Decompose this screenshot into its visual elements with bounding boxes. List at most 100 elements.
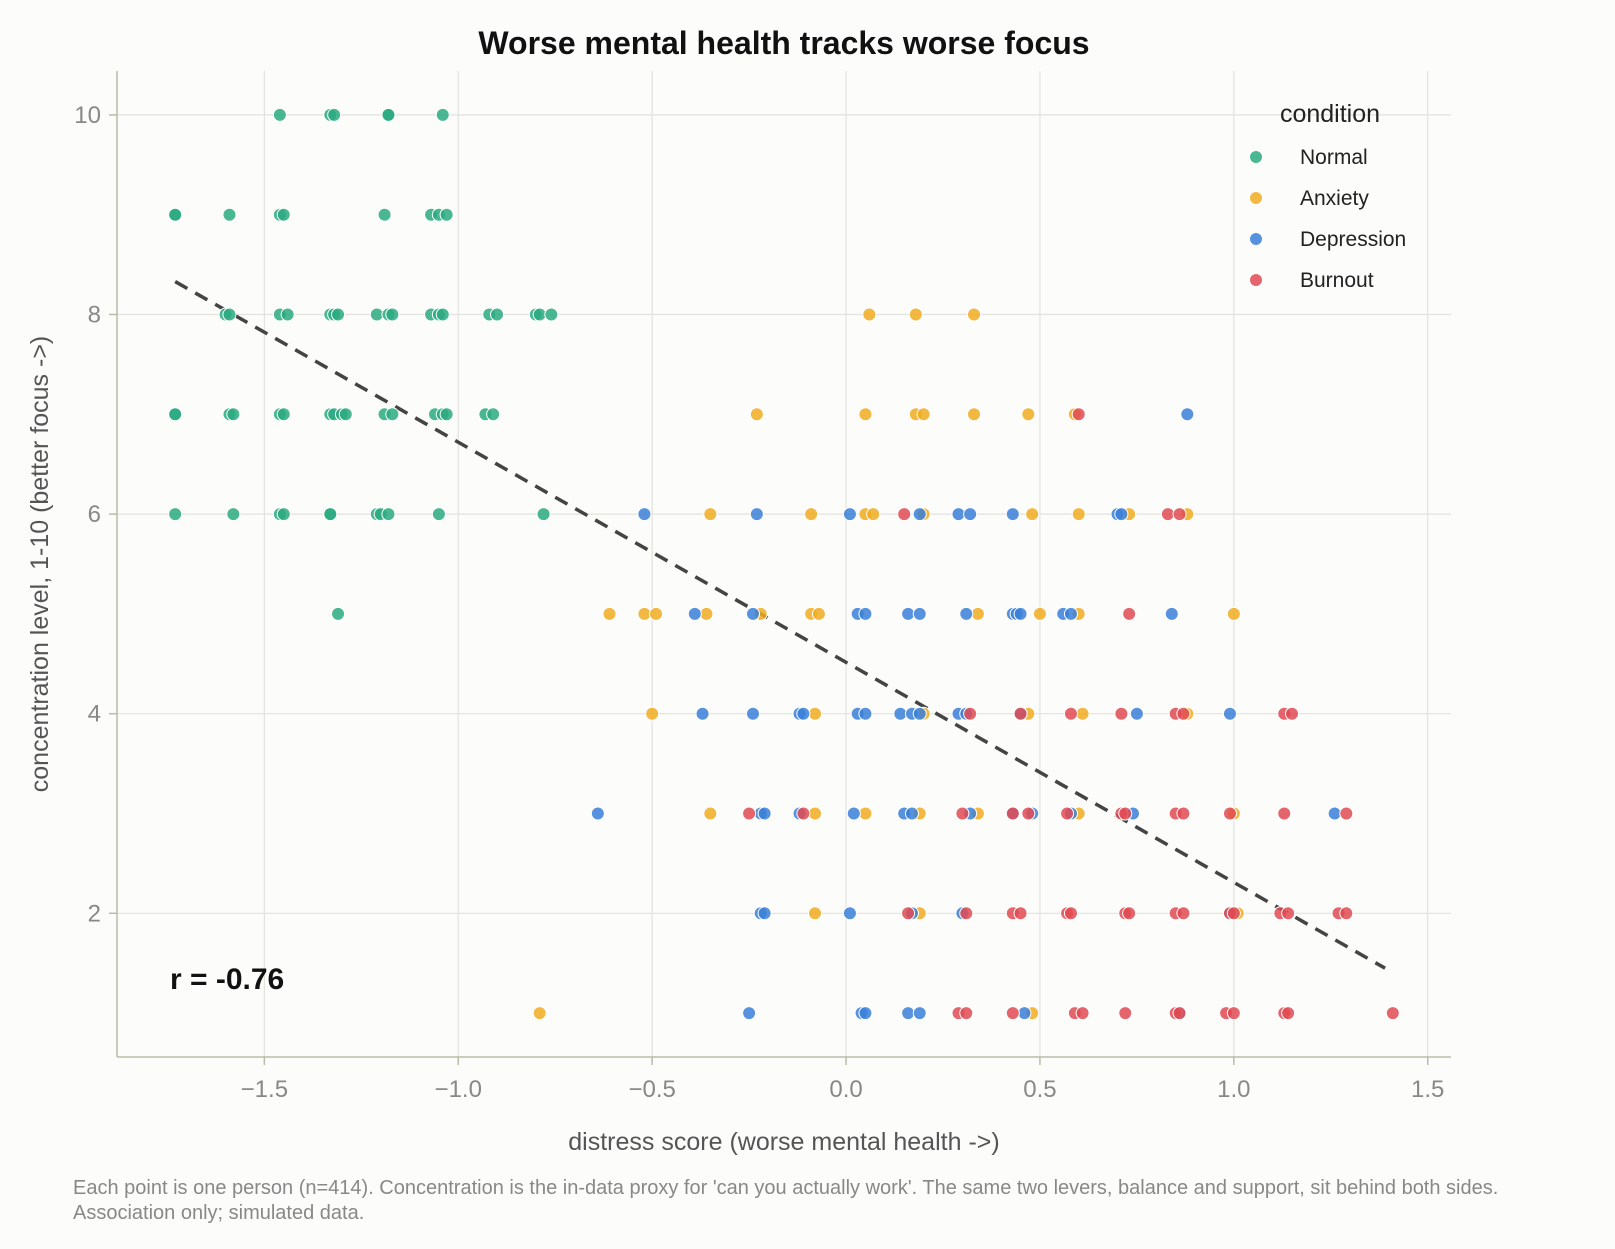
point-normal xyxy=(486,407,501,422)
point-burnout xyxy=(1226,906,1241,921)
point-anxiety xyxy=(749,407,764,422)
point-depression xyxy=(1005,507,1020,522)
point-anxiety xyxy=(1025,507,1040,522)
point-normal xyxy=(377,207,392,222)
legend-title: condition xyxy=(1280,100,1380,128)
trendline xyxy=(174,280,1386,970)
point-normal xyxy=(381,107,396,122)
point-anxiety xyxy=(908,307,923,322)
point-burnout xyxy=(1013,906,1028,921)
point-anxiety xyxy=(808,706,823,721)
point-normal xyxy=(369,307,384,322)
point-anxiety xyxy=(808,806,823,821)
point-burnout xyxy=(1118,806,1133,821)
point-depression xyxy=(1129,706,1144,721)
y-tick-label: 4 xyxy=(88,701,101,728)
point-burnout xyxy=(959,906,974,921)
point-anxiety xyxy=(858,407,873,422)
point-depression xyxy=(745,706,760,721)
point-burnout xyxy=(1281,906,1296,921)
point-normal xyxy=(276,507,291,522)
grid xyxy=(117,71,1451,1057)
scatter-chart: −1.5 −1.0 −0.5 0.0 0.5 1.0 1.5 2 4 6 8 10 Worse me… xyxy=(26,25,1451,1156)
x-tick-label: 1.0 xyxy=(1217,1076,1250,1103)
point-depression xyxy=(745,606,760,621)
legend-label-anxiety: Anxiety xyxy=(1300,187,1369,210)
point-burnout xyxy=(1122,906,1137,921)
point-anxiety xyxy=(1032,606,1047,621)
point-depression xyxy=(842,906,857,921)
point-burnout xyxy=(1339,906,1354,921)
point-burnout xyxy=(1013,706,1028,721)
data-points xyxy=(168,107,1400,1021)
point-burnout xyxy=(1071,407,1086,422)
point-burnout xyxy=(955,806,970,821)
point-burnout xyxy=(1281,1006,1296,1021)
point-anxiety xyxy=(703,806,718,821)
point-anxiety xyxy=(858,806,873,821)
point-depression xyxy=(963,507,978,522)
point-depression xyxy=(912,606,927,621)
point-depression xyxy=(687,606,702,621)
x-tick-label: −1.0 xyxy=(435,1076,482,1103)
point-normal xyxy=(226,407,241,422)
y-tick-label: 10 xyxy=(74,102,101,129)
point-burnout xyxy=(1277,806,1292,821)
point-depression xyxy=(749,507,764,522)
point-burnout xyxy=(963,706,978,721)
axes xyxy=(116,71,1451,1058)
point-anxiety xyxy=(866,507,881,522)
y-tick-labels: 2 4 6 8 10 xyxy=(74,102,117,927)
point-depression xyxy=(959,606,974,621)
legend-marker-normal xyxy=(1249,150,1263,164)
y-tick-label: 6 xyxy=(88,501,101,528)
point-anxiety xyxy=(970,606,985,621)
point-normal xyxy=(168,407,183,422)
point-burnout xyxy=(1226,1006,1241,1021)
point-anxiety xyxy=(532,1006,547,1021)
point-normal xyxy=(532,307,547,322)
point-anxiety xyxy=(699,606,714,621)
point-burnout xyxy=(959,1006,974,1021)
point-burnout xyxy=(1222,806,1237,821)
point-depression xyxy=(858,606,873,621)
point-depression xyxy=(858,706,873,721)
x-tick-label: 1.5 xyxy=(1411,1076,1444,1103)
point-burnout xyxy=(1021,806,1036,821)
point-depression xyxy=(912,1006,927,1021)
point-depression xyxy=(893,706,908,721)
point-burnout xyxy=(1176,706,1191,721)
point-burnout xyxy=(1122,606,1137,621)
point-depression xyxy=(1114,507,1129,522)
point-depression xyxy=(1013,606,1028,621)
point-anxiety xyxy=(808,906,823,921)
legend: condition Normal Anxiety Depression Burnout xyxy=(1249,100,1406,292)
point-depression xyxy=(846,806,861,821)
point-depression xyxy=(901,1006,916,1021)
x-tick-label: 0.0 xyxy=(829,1076,862,1103)
point-anxiety xyxy=(649,606,664,621)
point-normal xyxy=(490,307,505,322)
point-normal xyxy=(168,207,183,222)
point-anxiety xyxy=(637,606,652,621)
point-depression xyxy=(742,1006,757,1021)
point-depression xyxy=(637,507,652,522)
point-anxiety xyxy=(1021,407,1036,422)
point-normal xyxy=(544,307,559,322)
point-anxiety xyxy=(703,507,718,522)
legend-label-depression: Depression xyxy=(1300,228,1406,251)
point-normal xyxy=(226,507,241,522)
point-depression xyxy=(904,806,919,821)
point-normal xyxy=(331,606,346,621)
point-burnout xyxy=(1060,806,1075,821)
point-depression xyxy=(951,507,966,522)
point-anxiety xyxy=(916,407,931,422)
point-normal xyxy=(385,407,400,422)
point-anxiety xyxy=(1071,507,1086,522)
point-depression xyxy=(1017,1006,1032,1021)
point-anxiety xyxy=(967,307,982,322)
point-depression xyxy=(1327,806,1342,821)
point-normal xyxy=(276,407,291,422)
point-burnout xyxy=(742,806,757,821)
legend-marker-anxiety xyxy=(1249,191,1263,205)
